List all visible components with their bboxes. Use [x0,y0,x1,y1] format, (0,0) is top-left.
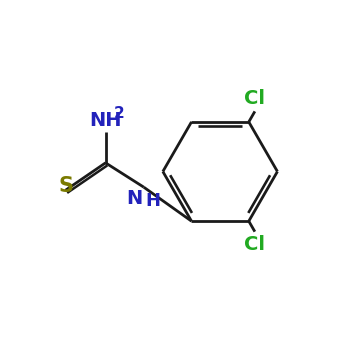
Text: Cl: Cl [244,235,265,254]
Text: H: H [146,193,161,210]
Text: NH: NH [89,111,122,130]
Text: 2: 2 [113,106,124,121]
Text: N: N [126,189,142,208]
Text: Cl: Cl [244,89,265,108]
Text: S: S [58,176,73,196]
